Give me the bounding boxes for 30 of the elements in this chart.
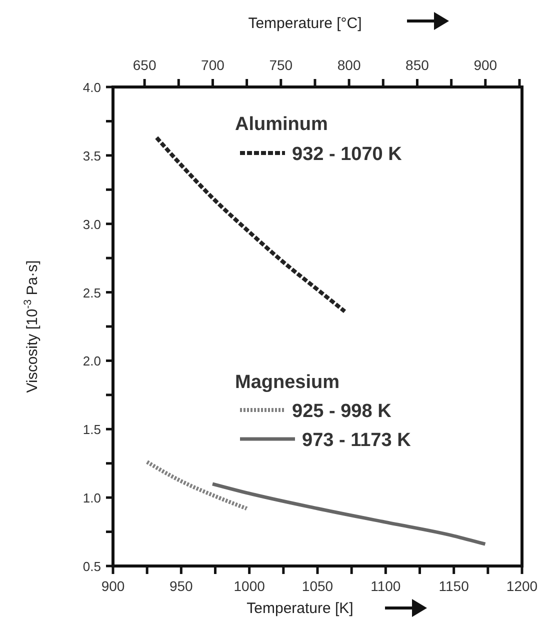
legend-label: 925 - 998 K xyxy=(292,401,392,422)
x-axis-title: Temperature [K] xyxy=(246,600,354,617)
y-tick-label: 3.5 xyxy=(82,148,101,164)
x2-tick-label: 900 xyxy=(474,57,498,73)
x2-tick-label: 800 xyxy=(337,57,361,73)
annotation: Aluminum xyxy=(235,114,328,135)
x-tick-label: 1200 xyxy=(506,578,538,594)
y-tick-label: 1.5 xyxy=(82,422,101,438)
x-tick-label: 900 xyxy=(101,578,125,594)
x2-tick-label: 650 xyxy=(132,57,156,73)
x2-tick-label: 700 xyxy=(201,57,225,73)
y-tick-label: 4.0 xyxy=(82,80,101,95)
x2-axis-title: Temperature [°C] xyxy=(248,15,362,32)
line-series xyxy=(145,460,249,511)
x-tick-label: 1100 xyxy=(370,578,401,594)
legend-label: 932 - 1070 K xyxy=(292,144,402,165)
y-tick-label: 1.0 xyxy=(82,490,101,506)
x-tick-label: 1050 xyxy=(302,578,334,594)
x2-tick-label: 850 xyxy=(406,57,430,73)
legend-label: 973 - 1173 K xyxy=(302,430,412,451)
x-tick-label: 1000 xyxy=(234,578,266,594)
annotation: Magnesium xyxy=(235,372,340,393)
x-tick-label: 1150 xyxy=(438,578,470,594)
y-tick-label: 3.0 xyxy=(82,216,101,232)
x2-tick-label: 750 xyxy=(269,57,293,73)
x-tick-label: 950 xyxy=(169,578,194,594)
y-tick-label: 2.0 xyxy=(82,354,101,369)
text: 0.5 xyxy=(82,559,101,574)
line-series xyxy=(210,482,487,546)
y-tick-label: 2.5 xyxy=(82,285,101,300)
